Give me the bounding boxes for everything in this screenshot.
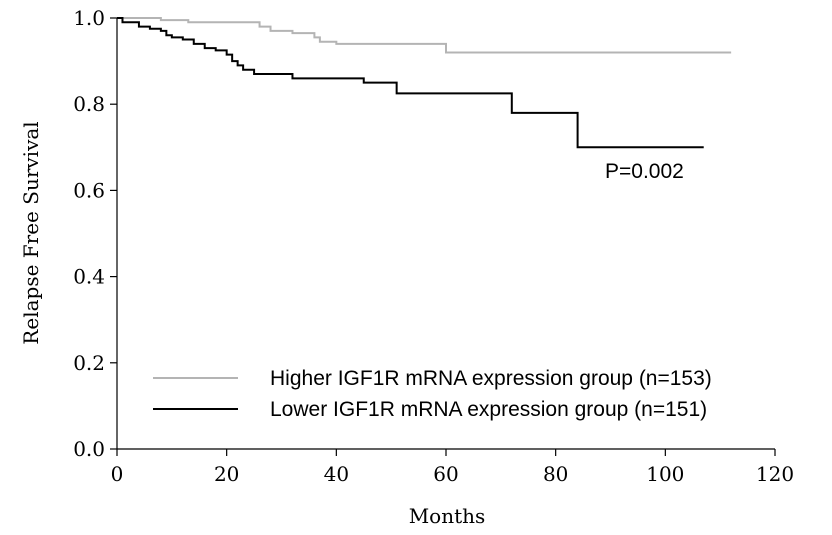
survival-curve-higher	[117, 17, 732, 54]
x-tick-label: 60	[433, 462, 458, 486]
y-axis-title: Relapse Free Survival	[19, 121, 43, 344]
y-tick-label: 0.0	[73, 437, 105, 461]
y-tick-label: 1.0	[73, 6, 105, 30]
y-tick-label: 0.8	[73, 92, 105, 116]
x-tick-label: 120	[756, 462, 794, 486]
curves-layer	[117, 17, 732, 149]
x-tick-label: 20	[214, 462, 239, 486]
p-value-annotation: P=0.002	[605, 160, 684, 183]
survival-curve-lower	[117, 17, 704, 149]
y-tick-label: 0.4	[73, 265, 105, 289]
y-tick-label: 0.2	[73, 351, 105, 375]
legend: Higher IGF1R mRNA expression group (n=15…	[153, 367, 712, 421]
x-tick-label: 40	[324, 462, 349, 486]
x-axis-title: Months	[409, 504, 486, 528]
legend-label-higher: Higher IGF1R mRNA expression group (n=15…	[270, 367, 712, 390]
y-tick-label: 0.6	[73, 178, 105, 202]
x-tick-label: 100	[646, 462, 684, 486]
ticks-layer: 0 20 40 60 80 100 120 0.0 0.2 0.4 0.6 0.8 1.0	[73, 6, 794, 486]
x-tick-label: 0	[111, 462, 124, 486]
legend-label-lower: Lower IGF1R mRNA expression group (n=151…	[270, 398, 707, 421]
x-tick-label: 80	[543, 462, 568, 486]
